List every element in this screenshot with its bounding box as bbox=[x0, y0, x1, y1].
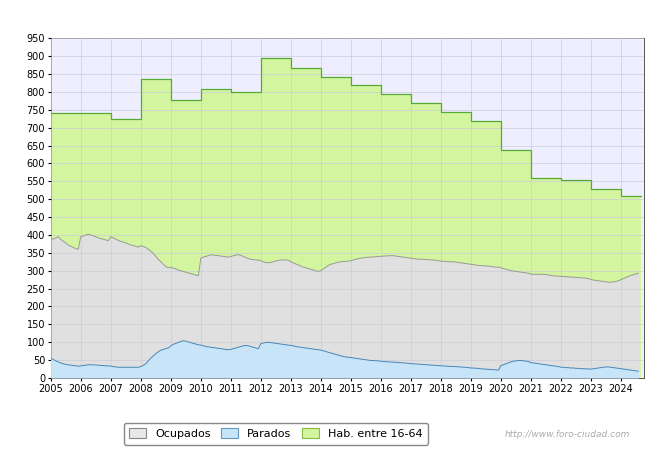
Legend: Ocupados, Parados, Hab. entre 16-64: Ocupados, Parados, Hab. entre 16-64 bbox=[124, 423, 428, 445]
Text: Casar de Palomero - Evolucion de la poblacion en edad de Trabajar Septiembre de : Casar de Palomero - Evolucion de la pobl… bbox=[32, 12, 618, 25]
Text: http://www.foro-ciudad.com: http://www.foro-ciudad.com bbox=[505, 430, 630, 439]
